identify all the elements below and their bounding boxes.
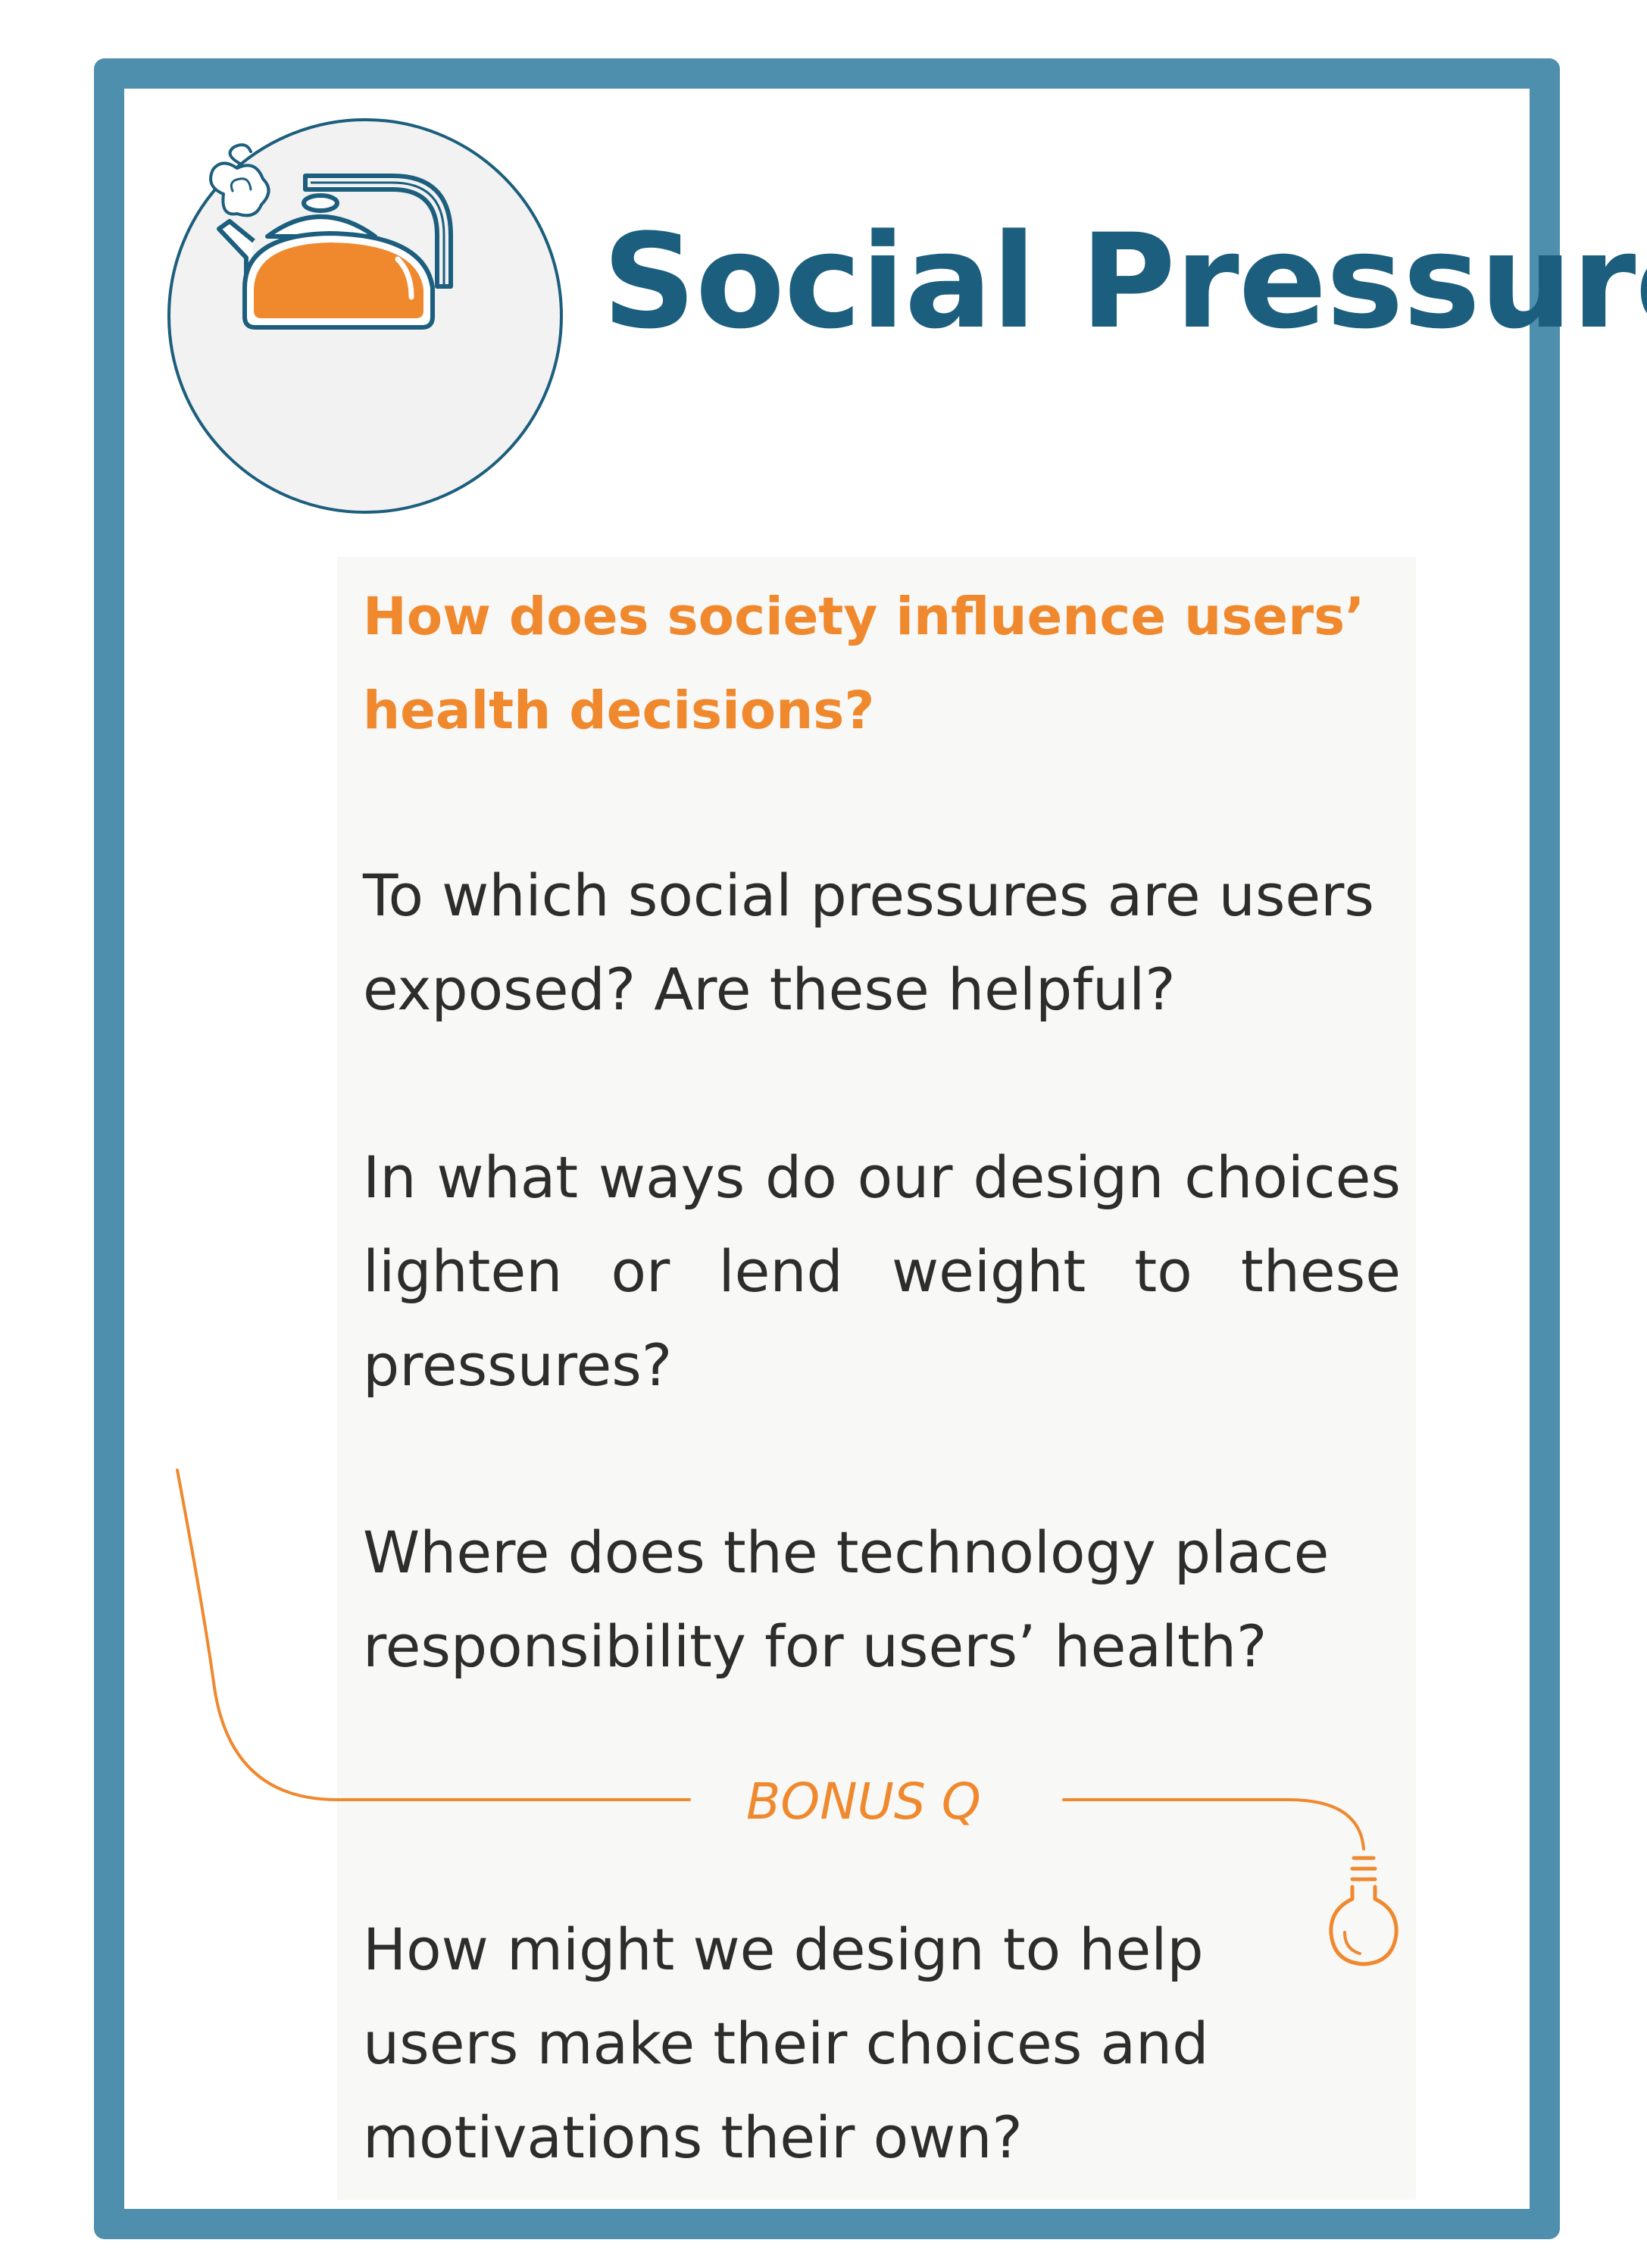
bonus-label: BONUS Q — [746, 1772, 981, 1831]
question-1: To which social pressures are users expo… — [363, 862, 1375, 1023]
card-title: Social Pressure — [602, 205, 1647, 358]
question-2: In what ways do our design choices light… — [363, 1143, 1401, 1399]
main-question: How does society influence users’ health… — [363, 587, 1365, 741]
lightbulb-icon — [1329, 1856, 1399, 1966]
kettle-icon — [209, 143, 453, 330]
kettle-badge — [167, 118, 563, 514]
question-panel — [337, 557, 1416, 2200]
question-3: Where does the technology place responsi… — [363, 1519, 1330, 1680]
bonus-question: How might we design to help users make t… — [363, 1916, 1209, 2171]
